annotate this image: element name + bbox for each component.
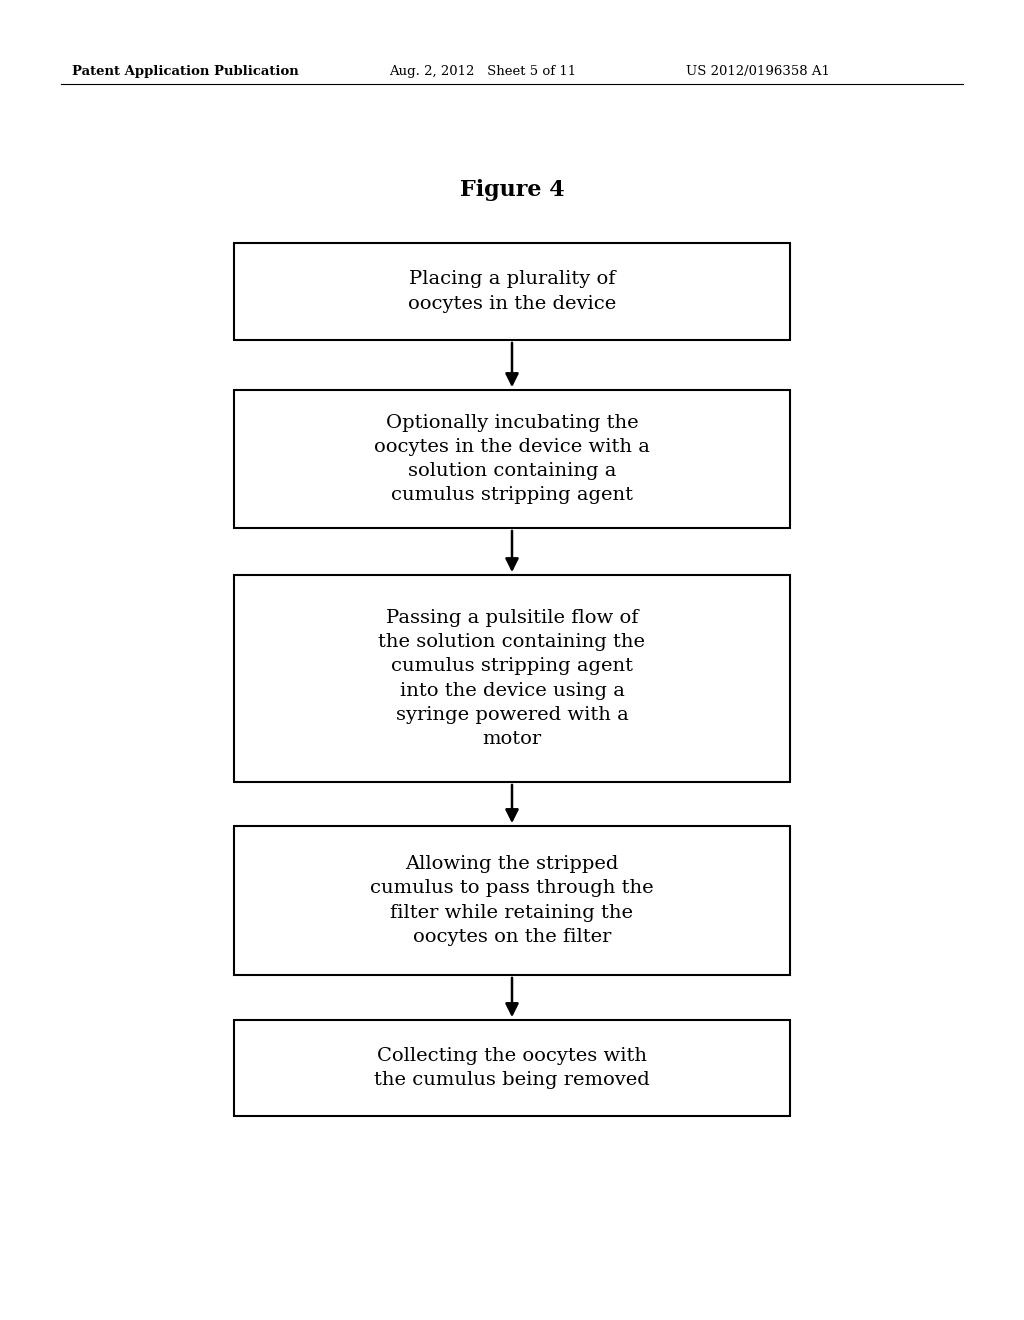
Text: Aug. 2, 2012   Sheet 5 of 11: Aug. 2, 2012 Sheet 5 of 11 <box>389 66 577 78</box>
Bar <box>234 826 790 975</box>
Bar <box>234 389 790 528</box>
Text: Patent Application Publication: Patent Application Publication <box>72 66 298 78</box>
Text: Figure 4: Figure 4 <box>460 180 564 201</box>
Text: Placing a plurality of
oocytes in the device: Placing a plurality of oocytes in the de… <box>408 271 616 313</box>
Text: Collecting the oocytes with
the cumulus being removed: Collecting the oocytes with the cumulus … <box>374 1047 650 1089</box>
Text: Optionally incubating the
oocytes in the device with a
solution containing a
cum: Optionally incubating the oocytes in the… <box>374 413 650 504</box>
Bar <box>234 243 790 341</box>
Text: Allowing the stripped
cumulus to pass through the
filter while retaining the
ooc: Allowing the stripped cumulus to pass th… <box>371 855 653 946</box>
Bar <box>234 1020 790 1115</box>
Text: Passing a pulsitile flow of
the solution containing the
cumulus stripping agent
: Passing a pulsitile flow of the solution… <box>379 609 645 748</box>
Text: US 2012/0196358 A1: US 2012/0196358 A1 <box>686 66 830 78</box>
Bar <box>234 576 790 781</box>
